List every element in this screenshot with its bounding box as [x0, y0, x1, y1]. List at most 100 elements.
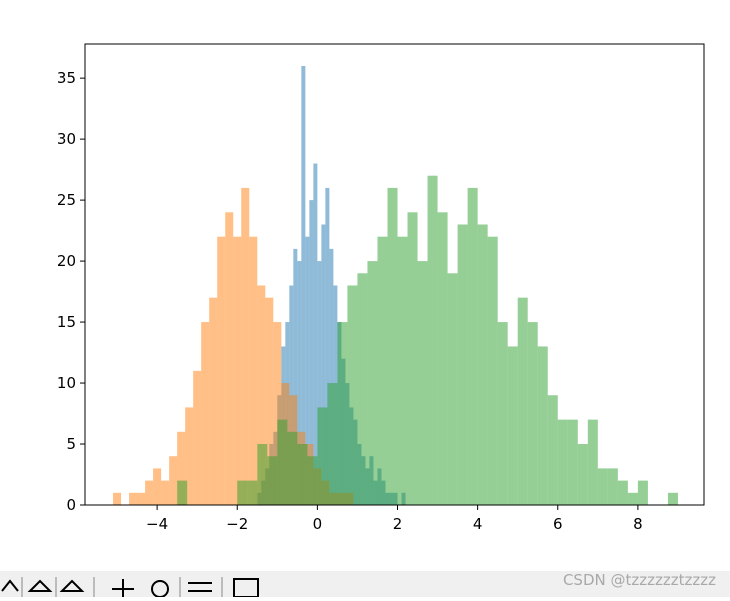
bar [497, 322, 508, 505]
bar [137, 492, 146, 505]
bar [177, 480, 188, 505]
bar [225, 212, 234, 506]
bar [577, 444, 588, 505]
bar [145, 480, 154, 505]
y-tick-label: 35 [57, 69, 76, 87]
back-button[interactable] [27, 579, 53, 592]
bar [209, 297, 218, 505]
bar [517, 297, 528, 505]
bar [185, 407, 194, 505]
bar [407, 212, 418, 506]
save-button[interactable] [233, 578, 259, 598]
bar [233, 236, 242, 505]
watermark: CSDN @tzzzzzztzzzz [562, 571, 716, 589]
bar [249, 236, 258, 505]
bar [257, 444, 268, 505]
bar [637, 480, 648, 505]
bar [617, 480, 628, 505]
bar [129, 492, 138, 505]
bar [273, 322, 282, 505]
y-tick-label: 5 [66, 435, 76, 453]
x-tick-label: 8 [633, 515, 643, 533]
x-tick-label: −4 [146, 515, 168, 533]
bar [667, 492, 678, 505]
bar [487, 236, 498, 505]
bar [329, 248, 334, 505]
bar [507, 346, 518, 505]
bar [317, 261, 322, 505]
bar [427, 175, 438, 505]
bar [153, 468, 162, 505]
bar [567, 419, 578, 505]
bar [437, 212, 448, 506]
bar [321, 224, 326, 505]
toolbar-icons [1, 577, 259, 598]
y-tick-label: 15 [57, 313, 76, 331]
toolbar [0, 571, 730, 598]
bar [305, 236, 310, 505]
bar [169, 456, 178, 505]
plot-frame [84, 43, 705, 506]
bar [201, 322, 210, 505]
y-tick-label: 0 [66, 496, 76, 514]
bar [267, 456, 278, 505]
bar [313, 163, 318, 505]
x-tick-label: 2 [393, 515, 403, 533]
bar [537, 346, 548, 505]
pan-button[interactable] [112, 579, 134, 597]
bar [309, 200, 314, 505]
bar [277, 419, 288, 505]
bar [257, 285, 266, 505]
chart: −4 −2 0 2 4 6 8 0 5 10 15 20 25 30 35 [57, 43, 705, 533]
bar [587, 419, 598, 505]
bar [177, 431, 186, 505]
bar [241, 187, 250, 506]
bar [627, 492, 638, 505]
x-tick-label: 6 [553, 515, 563, 533]
bar [527, 322, 538, 505]
bar [161, 480, 170, 505]
bar [447, 273, 458, 505]
bar [557, 419, 568, 505]
x-tick-label: 0 [313, 515, 323, 533]
bar [467, 187, 478, 506]
bar [417, 261, 428, 505]
bar [377, 236, 388, 505]
bar [217, 236, 226, 505]
bar [317, 407, 328, 505]
configure-button[interactable] [188, 582, 212, 592]
bar [477, 224, 488, 505]
bar [337, 322, 348, 505]
y-tick-label: 20 [57, 252, 76, 270]
bar [247, 480, 258, 505]
bar [607, 468, 618, 505]
home-button[interactable] [1, 579, 19, 592]
bar [193, 370, 202, 505]
bar [297, 261, 302, 505]
bar [457, 224, 468, 505]
y-tick-label: 10 [57, 374, 76, 392]
y-tick-label: 30 [57, 130, 76, 148]
bar [307, 456, 318, 505]
bar [301, 65, 306, 505]
bar [293, 248, 298, 505]
forward-button[interactable] [59, 579, 85, 592]
bar [357, 273, 368, 505]
bar [327, 383, 338, 505]
bar [347, 285, 358, 505]
bar [287, 431, 298, 505]
bar [597, 468, 608, 505]
bar [547, 395, 558, 505]
bar [237, 480, 248, 505]
bar [113, 492, 122, 505]
y-tick-label: 25 [57, 191, 76, 209]
bar [367, 261, 378, 505]
bar [387, 187, 398, 506]
bar [297, 444, 308, 505]
x-tick-label: −2 [226, 515, 248, 533]
zoom-button[interactable] [151, 580, 169, 598]
bar [397, 236, 408, 505]
bar [325, 187, 330, 506]
x-tick-label: 4 [473, 515, 483, 533]
